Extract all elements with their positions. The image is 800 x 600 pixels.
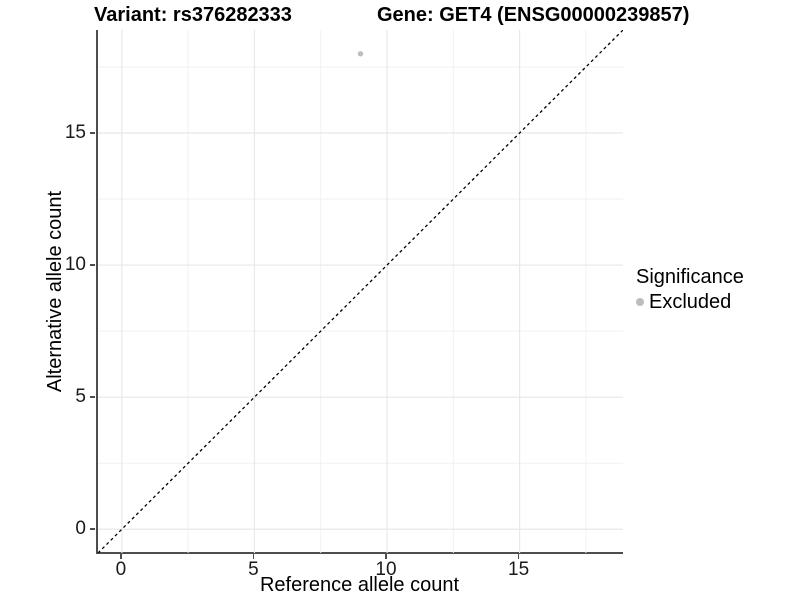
plot-canvas [98, 30, 623, 553]
y-tick-mark [90, 132, 95, 134]
y-tick-label: 10 [64, 254, 86, 276]
x-tick-mark [385, 554, 387, 559]
legend: Significance Excluded [636, 265, 744, 314]
y-tick-label: 0 [75, 518, 86, 540]
x-tick-label: 5 [248, 559, 259, 580]
x-tick-mark [517, 554, 520, 559]
data-point [357, 51, 364, 57]
plot-title-gene: Gene: GET4 (ENSG00000239857) [377, 4, 690, 26]
y-tick-label: 5 [75, 386, 86, 408]
plot-panel [96, 30, 623, 554]
y-axis-title: Alternative allele count [44, 190, 66, 393]
identity-dashed-line [98, 30, 623, 553]
x-tick-label: 10 [375, 559, 397, 580]
legend-entry-label: Excluded [649, 291, 732, 313]
x-tick-label: 0 [115, 559, 127, 580]
y-tick-mark [90, 264, 95, 266]
y-tick-label: 15 [64, 122, 86, 143]
y-tick-mark [90, 396, 95, 398]
point-marker-icon [636, 298, 644, 306]
x-tick-mark [120, 554, 122, 559]
x-tick-label: 15 [508, 559, 530, 580]
x-axis-title: Reference allele count [259, 574, 459, 596]
legend-title: Significance [636, 266, 744, 288]
plot-title-variant: Variant: rs376282333 [94, 4, 292, 26]
legend-entry-excluded: Excluded [636, 290, 744, 314]
x-tick-mark [252, 554, 255, 559]
y-tick-mark [90, 528, 95, 530]
